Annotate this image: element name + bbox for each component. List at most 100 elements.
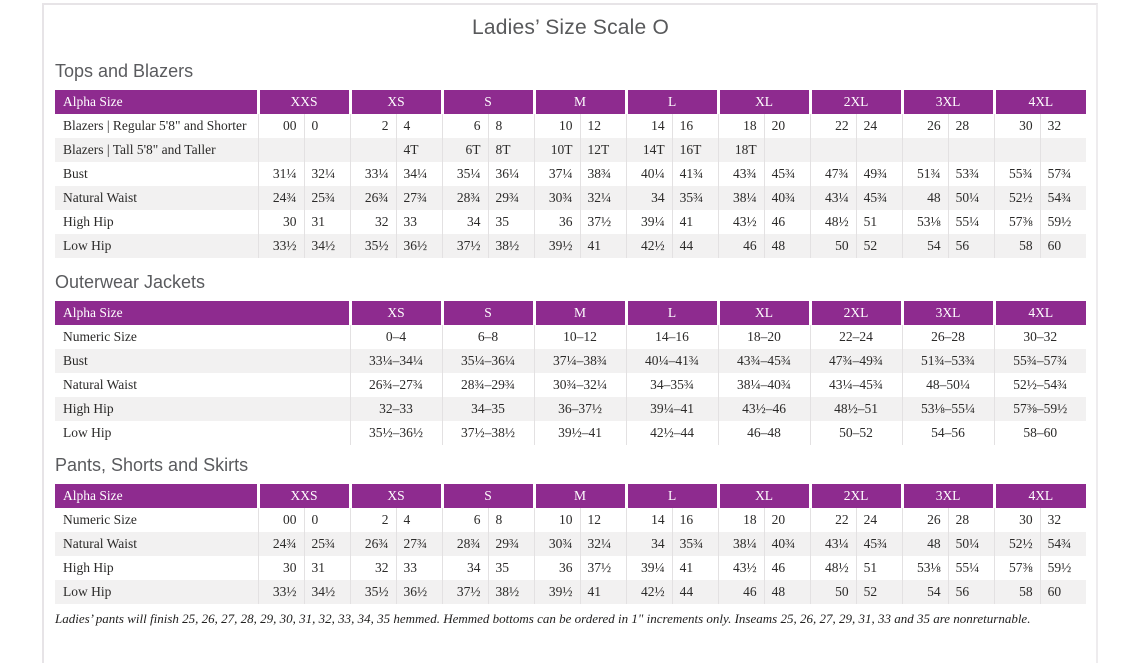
size-cell: 48½ [809, 210, 857, 234]
size-cell: 34–35 [441, 397, 534, 421]
size-cell: 35½ [349, 234, 397, 258]
size-cell: 37½ [579, 210, 627, 234]
size-cell: 51 [855, 556, 903, 580]
size-cell: 60 [1039, 234, 1087, 258]
size-cell: 30–32 [993, 325, 1086, 349]
size-cell: 43¼–45¾ [809, 373, 902, 397]
size-cell: 42½–44 [625, 421, 718, 445]
size-cell: 57¾ [1039, 162, 1087, 186]
size-cell: 50¼ [947, 186, 995, 210]
size-cell: 26–28 [901, 325, 994, 349]
column-header-3xl: 3XL [900, 484, 995, 508]
size-cell: 50¼ [947, 532, 995, 556]
document-content: Ladies’ Size Scale O Tops and Blazers Alp… [55, 0, 1087, 627]
size-cell: 30 [257, 210, 304, 234]
size-cell: 35 [487, 210, 535, 234]
column-header-3xl: 3XL [900, 301, 994, 325]
column-header-xs: XS [348, 301, 442, 325]
row-label: Natural Waist [63, 377, 138, 392]
size-cell: 27¾ [395, 532, 443, 556]
size-cell: 51¾–53¾ [901, 349, 994, 373]
size-cell: 45¾ [855, 186, 903, 210]
size-cell: 39½ [533, 234, 581, 258]
size-cell: 6–8 [441, 325, 534, 349]
table-row: Bust 33¼–34¼ 35¼–36¼ 37¼–38¾ 40¼–41¾ 43¾–45¾ 4… [55, 349, 1086, 373]
size-cell: 18–20 [717, 325, 810, 349]
size-cell: 37½ [579, 556, 627, 580]
table-row: Natural Waist 24¾ 25¾ 26¾ 27¾ 28¾ 29¾ 30¾ 32¼ 34 3… [55, 186, 1087, 210]
size-cell: 48 [901, 186, 949, 210]
column-header-xl: XL [716, 90, 811, 114]
size-cell: 14T [625, 138, 673, 162]
size-cell: 00 [257, 508, 304, 532]
size-cell: 44 [671, 234, 719, 258]
row-label: High Hip [63, 214, 114, 229]
table-row: Low Hip 33½ 34½ 35½ 36½ 37½ 38½ 39½ 41 42½ 44 46 48 5… [55, 234, 1087, 258]
size-cell: 39¼–41 [625, 397, 718, 421]
column-header-l: L [624, 484, 719, 508]
column-header-xxs: XXS [256, 90, 351, 114]
size-cell: 39¼ [625, 556, 673, 580]
size-cell: 54¾ [1039, 186, 1087, 210]
column-header-label: Alpha Size [55, 301, 350, 325]
size-cell: 34 [441, 556, 489, 580]
size-cell: 28 [947, 114, 995, 138]
size-cell: 57⅜ [993, 556, 1041, 580]
size-cell: 28¾–29¾ [441, 373, 534, 397]
size-cell: 14 [625, 508, 673, 532]
size-cell: 31 [303, 210, 351, 234]
size-cell: 37½ [441, 580, 489, 604]
size-cell: 32 [349, 556, 397, 580]
size-cell: 39½–41 [533, 421, 626, 445]
row-label: Bust [63, 353, 88, 368]
size-cell: 34 [441, 210, 489, 234]
row-label: High Hip [63, 560, 114, 575]
size-cell: 43½ [717, 210, 765, 234]
table-row: Low Hip 35½–36½ 37½–38½ 39½–41 42½–44 46–48 50… [55, 421, 1086, 445]
column-header-xl: XL [716, 301, 810, 325]
size-cell: 46 [763, 210, 811, 234]
size-cell: 26¾–27¾ [349, 373, 442, 397]
size-cell: 32¼ [579, 186, 627, 210]
size-cell: 30 [993, 114, 1041, 138]
size-cell: 10 [533, 508, 581, 532]
size-cell: 18 [717, 508, 765, 532]
size-cell: 38¼–40¾ [717, 373, 810, 397]
footnote-text: Ladies’ pants will finish 25, 26, 27, 28… [55, 611, 1031, 626]
size-cell: 58 [993, 580, 1041, 604]
table-row: Numeric Size 00 0 2 4 6 8 10 12 14 16 18 20 22 24 26 28 3… [55, 508, 1087, 532]
size-cell: 32¼ [303, 162, 351, 186]
table-row: High Hip 32–33 34–35 36–37½ 39¼–41 43½–46 48½–… [55, 397, 1086, 421]
size-cell: 2 [349, 114, 397, 138]
column-header-4xl: 4XL [992, 90, 1087, 114]
size-cell: 40¼ [625, 162, 673, 186]
size-cell [947, 138, 995, 162]
size-cell: 56 [947, 234, 995, 258]
size-cell: 38¼ [717, 532, 765, 556]
size-cell: 35½–36½ [349, 421, 442, 445]
size-cell: 8 [487, 114, 535, 138]
size-cell: 53⅛ [901, 210, 949, 234]
size-cell: 54 [901, 580, 949, 604]
size-table-outerwear: Alpha Size XS S M L XL 2XL 3XL 4XL Numeric Size 0–… [55, 301, 1086, 445]
size-cell: 28¾ [441, 186, 489, 210]
size-cell: 33 [395, 556, 443, 580]
size-cell: 28 [947, 508, 995, 532]
page-title: Ladies’ Size Scale O [472, 16, 669, 39]
size-cell: 16T [671, 138, 719, 162]
column-header-4xl: 4XL [992, 484, 1087, 508]
size-cell: 50 [809, 234, 857, 258]
size-cell: 4T [395, 138, 443, 162]
size-cell: 35¼–36¼ [441, 349, 534, 373]
column-header-s: S [440, 484, 535, 508]
size-cell: 37¼–38¾ [533, 349, 626, 373]
row-label: Low Hip [63, 425, 112, 440]
size-cell: 41 [579, 580, 627, 604]
column-header-xs: XS [348, 484, 443, 508]
size-cell: 52½ [993, 532, 1041, 556]
column-header-s: S [440, 90, 535, 114]
size-cell: 36–37½ [533, 397, 626, 421]
size-table-pants: Alpha Size XXS XS S M L XL 2XL 3XL 4XL Numeric Siz… [55, 484, 1087, 604]
size-cell: 57⅜ [993, 210, 1041, 234]
row-label: High Hip [63, 401, 114, 416]
